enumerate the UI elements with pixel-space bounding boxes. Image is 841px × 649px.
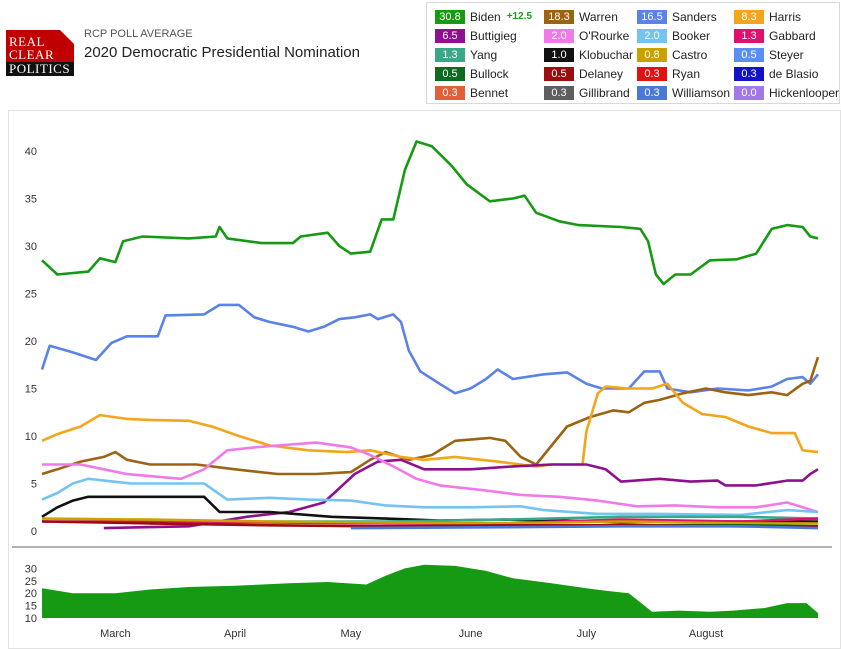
y-tick-label: 25 — [25, 289, 37, 301]
legend-item-steyer[interactable]: 0.5 Steyer — [734, 47, 804, 63]
chart-title: 2020 Democratic Presidential Nomination — [84, 44, 360, 61]
legend-item-booker[interactable]: 2.0 Booker — [637, 28, 710, 44]
y-tick-label: 30 — [25, 241, 37, 253]
series-line-harris[interactable] — [41, 382, 819, 468]
x-tick-label: March — [100, 628, 131, 640]
legend-item-bennet[interactable]: 0.3 Bennet — [435, 85, 508, 101]
legend-item-sanders[interactable]: 16.5 Sanders — [637, 9, 717, 25]
legend-item-biden[interactable]: 30.8 Biden +12.5 — [435, 9, 532, 25]
series-line-orourke[interactable] — [42, 441, 819, 514]
legend-item-delaney[interactable]: 0.5 Delaney — [544, 66, 623, 82]
sub-y-tick-label: 25 — [25, 576, 37, 588]
logo-line-2: CLEAR — [9, 47, 55, 62]
legend-item-harris[interactable]: 8.3 Harris — [734, 9, 801, 25]
sub-y-tick-label: 10 — [25, 613, 37, 625]
series-line-buttigieg[interactable] — [103, 458, 819, 530]
legend-item-hickenlooper[interactable]: 0.0 Hickenlooper — [734, 85, 839, 101]
series-line-biden[interactable] — [41, 140, 819, 286]
legend-item-yang[interactable]: 1.3 Yang — [435, 47, 497, 63]
legend-item-bullock[interactable]: 0.5 Bullock — [435, 66, 509, 82]
rcp-logo[interactable]: REAL CLEAR POLITICS — [6, 30, 74, 76]
y-tick-label: 20 — [25, 336, 37, 348]
legend-item-castro[interactable]: 0.8 Castro — [637, 47, 707, 63]
y-tick-label: 10 — [25, 431, 37, 443]
x-tick-label: June — [459, 628, 483, 640]
x-axis: March April May June July August — [100, 628, 723, 640]
sub-plot-area — [42, 564, 818, 618]
legend-item-de-blasio[interactable]: 0.3 de Blasio — [734, 66, 818, 82]
series-line-williamson[interactable] — [350, 525, 819, 530]
main-y-axis: 0 5 10 15 20 25 30 35 40 — [25, 146, 37, 538]
series-line-castro[interactable] — [41, 517, 818, 525]
y-tick-label: 35 — [25, 194, 37, 206]
series-line-sanders[interactable] — [40, 303, 820, 395]
legend-item-ryan[interactable]: 0.3 Ryan — [637, 66, 700, 82]
legend-item-buttigieg[interactable]: 6.5 Buttigieg — [435, 28, 517, 44]
sub-area-biden[interactable] — [42, 564, 818, 618]
y-tick-label: 0 — [31, 526, 37, 538]
y-tick-label: 40 — [25, 146, 37, 158]
x-tick-label: April — [224, 628, 246, 640]
logo-line-3: POLITICS — [9, 61, 71, 76]
x-tick-label: July — [577, 628, 597, 640]
legend-item-gillibrand[interactable]: 0.3 Gillibrand — [544, 85, 630, 101]
sub-y-tick-label: 30 — [25, 563, 37, 575]
legend-item-williamson[interactable]: 0.3 Williamson — [637, 85, 730, 101]
sub-y-tick-label: 15 — [25, 601, 37, 613]
legend-item-orourke[interactable]: 2.0 O'Rourke — [544, 28, 629, 44]
y-tick-label: 15 — [25, 384, 37, 396]
y-tick-label: 5 — [31, 479, 37, 491]
series-line-booker[interactable] — [41, 477, 819, 517]
sub-y-tick-label: 20 — [25, 588, 37, 600]
legend-item-gabbard[interactable]: 1.3 Gabbard — [734, 28, 816, 44]
x-tick-label: August — [689, 628, 723, 640]
chart-area — [8, 110, 841, 649]
x-tick-label: May — [340, 628, 361, 640]
legend: 30.8 Biden +12.5 18.3 Warren 16.5 Sanders 8.… — [426, 2, 840, 104]
header: REAL CLEAR POLITICS RCP POLL AVERAGE 202… — [0, 0, 841, 110]
legend-item-warren[interactable]: 18.3 Warren — [544, 9, 618, 25]
legend-item-klobuchar[interactable]: 1.0 Klobuchar — [544, 47, 633, 63]
biden-spread: +12.5 — [506, 11, 533, 23]
chart-kicker: RCP POLL AVERAGE — [84, 28, 193, 40]
main-plot-lines — [40, 140, 820, 530]
series-line-warren[interactable] — [41, 356, 820, 476]
logo-line-1: REAL — [9, 34, 45, 49]
